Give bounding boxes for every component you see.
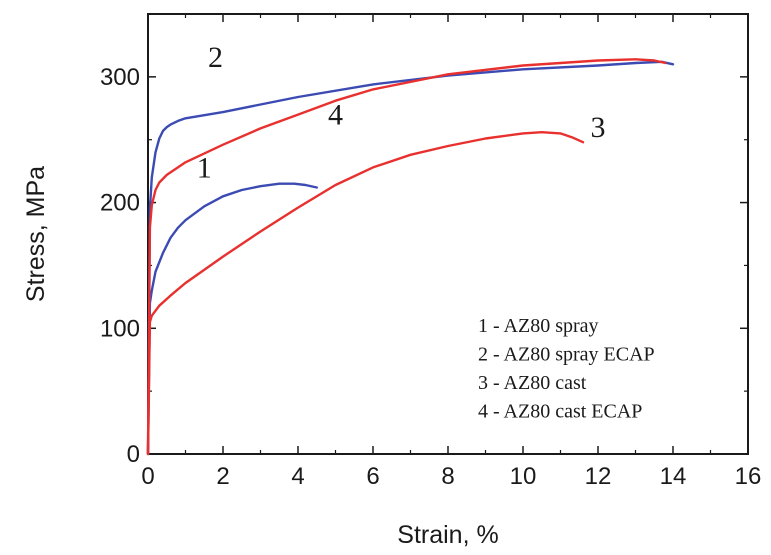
axis-ticks — [147, 14, 749, 455]
y-tick-label: 100 — [100, 315, 140, 342]
curve-label-4: 4 — [328, 99, 343, 132]
legend-entry-1: 1 - AZ80 spray — [478, 315, 599, 337]
x-tick-label: 10 — [510, 463, 537, 490]
series-line-1 — [146, 182, 318, 456]
x-tick-label: 4 — [291, 463, 304, 490]
curve-label-3: 3 — [591, 111, 606, 144]
y-tick-labels: 0 100 200 300 — [100, 64, 140, 468]
curve-label-2: 2 — [208, 41, 223, 74]
x-tick-label: 2 — [216, 463, 229, 490]
legend-entry-2: 2 - AZ80 spray ECAP — [478, 344, 655, 366]
plot-frame — [147, 13, 749, 455]
plot-area: 1 2 3 4 — [146, 13, 749, 456]
legend-entry-4: 4 - AZ80 cast ECAP — [478, 401, 642, 423]
series-line-2 — [146, 60, 675, 456]
y-axis-title: Stress, MPa — [22, 166, 50, 302]
series-line-3 — [146, 130, 585, 456]
legend-entry-3: 3 - AZ80 cast — [478, 372, 587, 394]
x-tick-label: 6 — [366, 463, 379, 490]
x-axis-title: Strain, % — [397, 521, 498, 549]
x-tick-label: 12 — [585, 463, 612, 490]
y-tick-label: 300 — [100, 64, 140, 91]
x-tick-label: 8 — [441, 463, 454, 490]
x-tick-labels: 0 2 4 6 8 10 12 14 16 — [141, 463, 761, 490]
series-lines — [146, 58, 675, 456]
x-tick-label: 14 — [660, 463, 687, 490]
curve-label-1: 1 — [197, 151, 212, 184]
x-tick-label: 0 — [141, 463, 154, 490]
y-tick-label: 200 — [100, 190, 140, 217]
y-tick-label: 0 — [127, 441, 140, 468]
series-line-4 — [146, 58, 667, 456]
x-tick-label: 16 — [735, 463, 762, 490]
legend: 1 - AZ80 spray 2 - AZ80 spray ECAP 3 - A… — [478, 315, 655, 423]
curve-labels: 1 2 3 4 — [197, 41, 606, 185]
